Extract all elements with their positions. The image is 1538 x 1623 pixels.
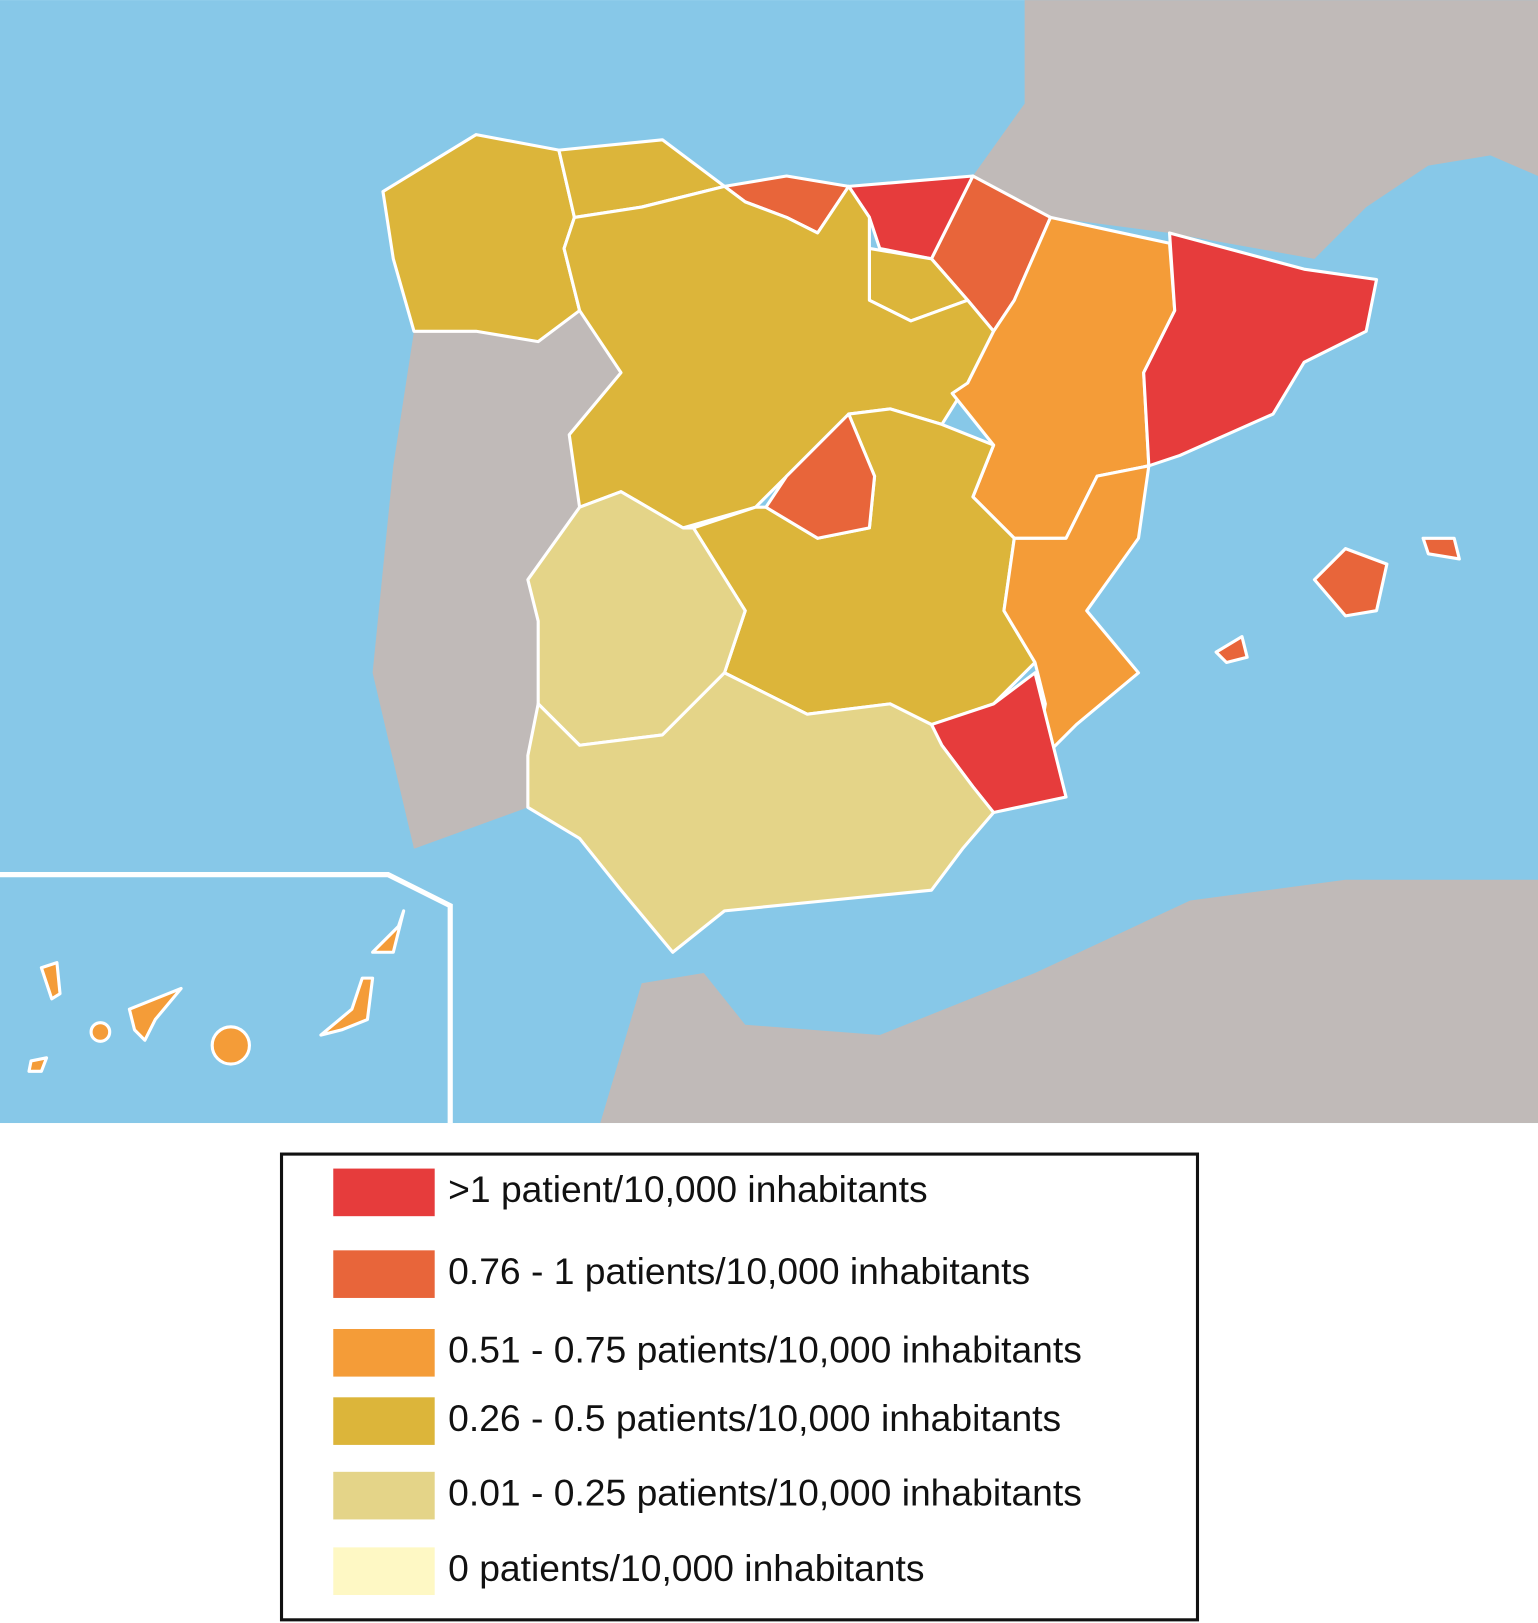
legend-swatch: [333, 1471, 435, 1520]
legend-swatch: [333, 1168, 435, 1217]
inset-border: [0, 872, 453, 1124]
france-land: [972, 0, 1538, 259]
regions: [27, 133, 1461, 1073]
region: [1142, 231, 1379, 468]
region: [764, 412, 877, 540]
legend: >1 patient/10,000 inhabitants 0.76 - 1 pa…: [279, 1152, 1200, 1622]
portugal-land: [372, 310, 621, 849]
legend-label: 0.76 - 1 patients/10,000 inhabitants: [448, 1250, 1030, 1292]
map: [0, 0, 1538, 1124]
region: [1421, 536, 1461, 561]
legend-swatch: [333, 1250, 435, 1298]
region: [39, 961, 62, 1001]
legend-label: 0.01 - 0.25 patients/10,000 inhabitants: [448, 1471, 1082, 1513]
legend-swatch: [333, 1397, 435, 1445]
legend-label: >1 patient/10,000 inhabitants: [448, 1168, 927, 1210]
region: [127, 986, 183, 1042]
region: [371, 909, 406, 954]
legend-swatch: [333, 1328, 435, 1377]
region: [319, 976, 375, 1037]
region: [526, 671, 996, 954]
africa-land: [600, 879, 1538, 1124]
region: [27, 1056, 49, 1073]
legend-label: 0.51 - 0.75 patients/10,000 inhabitants: [448, 1329, 1082, 1371]
legend-box: [279, 1152, 1200, 1622]
legend-swatch: [333, 1547, 435, 1595]
legend-label: 0 patients/10,000 inhabitants: [448, 1547, 924, 1589]
region: [89, 1021, 112, 1043]
region: [562, 184, 996, 530]
region: [1312, 547, 1389, 618]
region: [1214, 635, 1249, 665]
region: [210, 1025, 251, 1066]
legend-label: 0.26 - 0.5 patients/10,000 inhabitants: [448, 1397, 1061, 1439]
